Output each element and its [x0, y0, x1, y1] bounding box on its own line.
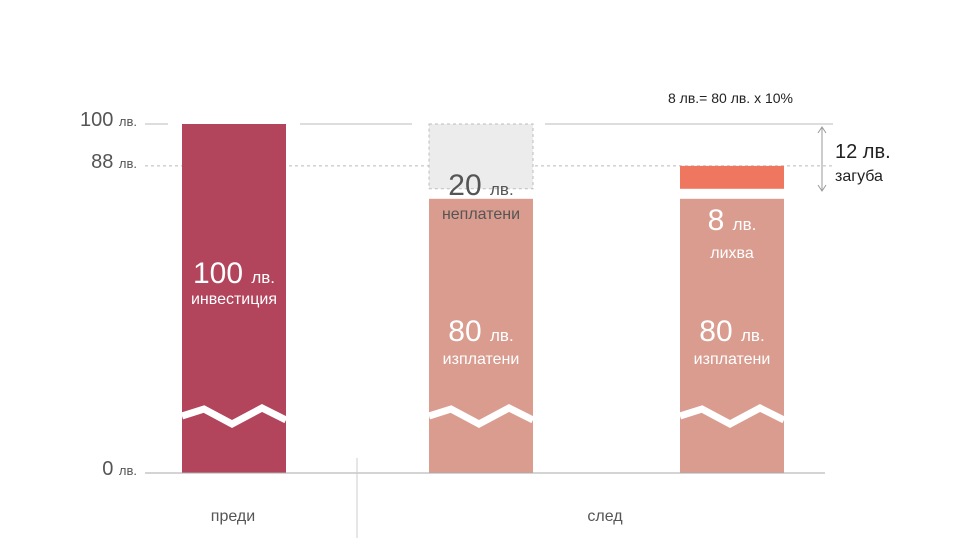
y-tick-number: 100 — [80, 109, 119, 131]
bar-value-unit: лв. — [490, 180, 514, 199]
bar-value-label: 100 лв. — [193, 257, 275, 290]
bar-value-label: 80 лв. — [448, 315, 513, 348]
y-tick-number: 0 — [102, 458, 119, 480]
bar-category-label: инвестиция — [191, 291, 277, 308]
bar-unpaid — [428, 123, 534, 190]
break-mark — [180, 404, 288, 428]
bar-category-label: изплатени — [694, 351, 771, 368]
break-mark — [678, 404, 786, 428]
bar-category-label: неплатени — [442, 206, 520, 223]
bar-value-label: 8 лв. — [708, 204, 757, 237]
bar-value-number: 8 — [708, 204, 733, 237]
y-tick-label: 0 лв. — [102, 458, 137, 480]
bar-value-unit: лв. — [251, 268, 275, 287]
bar-value-label: 20 лв. — [448, 169, 513, 202]
y-tick-label: 88 лв. — [91, 151, 137, 173]
bar-value-unit: лв. — [490, 326, 514, 345]
group-label-after: след — [587, 508, 623, 525]
loss-label: загуба — [835, 168, 883, 185]
formula-note: 8 лв.= 80 лв. x 10% — [668, 90, 793, 106]
bar-value-number: 80 — [448, 315, 490, 348]
y-tick-labels: 100 лв.88 лв.0 лв. — [80, 109, 137, 480]
bar-value-number: 20 — [448, 169, 490, 202]
bar-value-unit: лв. — [733, 215, 757, 234]
bar-value-number: 80 — [699, 315, 741, 348]
bar-interest — [680, 165, 784, 189]
y-tick-unit: лв. — [119, 156, 137, 171]
y-tick-unit: лв. — [119, 463, 137, 478]
bar-value-number: 100 — [193, 257, 251, 290]
bar-value-label: 80 лв. — [699, 315, 764, 348]
y-tick-label: 100 лв. — [80, 109, 137, 131]
break-mark — [427, 404, 535, 428]
bars — [182, 123, 784, 474]
group-label-before: преди — [211, 508, 255, 525]
loss-bracket — [817, 126, 827, 192]
bar-paid-1 — [429, 198, 533, 474]
y-tick-unit: лв. — [119, 114, 137, 129]
axis-breaks — [180, 404, 786, 428]
bar-paid-2 — [680, 198, 784, 474]
bar-category-label: изплатени — [443, 351, 520, 368]
loss-value: 12 лв. — [835, 141, 891, 163]
y-tick-number: 88 — [91, 151, 119, 173]
bar-value-unit: лв. — [741, 326, 765, 345]
bar-category-label: лихва — [710, 245, 754, 262]
